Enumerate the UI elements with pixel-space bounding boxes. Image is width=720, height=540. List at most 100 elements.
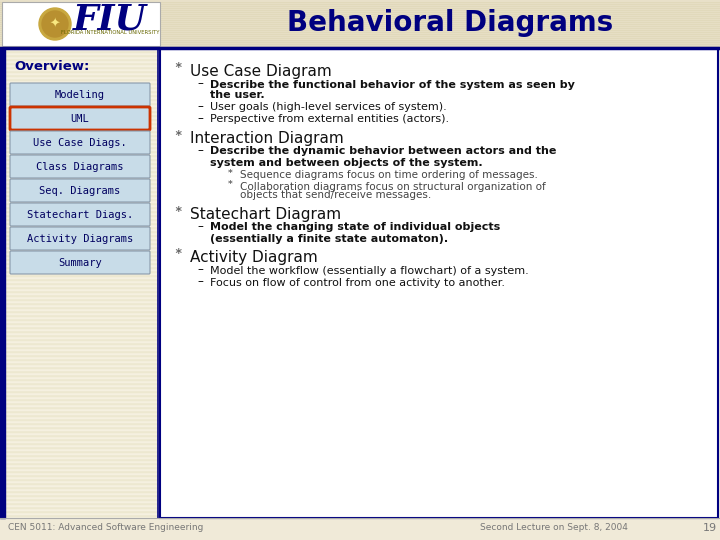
Bar (0, 14, 720, 15)
Text: objects that send/receive messages.: objects that send/receive messages. (240, 191, 431, 200)
Bar (0, 45, 720, 46)
Bar (0, 42, 720, 43)
Bar (0, 24, 720, 25)
Circle shape (42, 11, 68, 37)
Bar (0, 29, 720, 30)
Text: *: * (228, 180, 233, 189)
Bar (0, 39, 720, 40)
Bar (0, 2, 720, 3)
Bar (0, 15, 720, 16)
Text: Overview:: Overview: (14, 60, 89, 73)
FancyBboxPatch shape (10, 107, 150, 130)
Bar (0, 30, 720, 31)
Bar (160, 48, 718, 518)
Text: –: – (197, 112, 203, 125)
Text: FIU: FIU (73, 2, 147, 36)
Bar (0, 44, 720, 45)
Text: Model the changing state of individual objects: Model the changing state of individual o… (210, 222, 500, 233)
Bar (0, 46, 720, 47)
Text: Describe the dynamic behavior between actors and the: Describe the dynamic behavior between ac… (210, 146, 557, 157)
Text: Collaboration diagrams focus on structural organization of: Collaboration diagrams focus on structur… (240, 181, 546, 192)
Text: FLORIDA INTERNATIONAL UNIVERSITY: FLORIDA INTERNATIONAL UNIVERSITY (60, 30, 159, 35)
Text: *: * (174, 247, 181, 260)
FancyBboxPatch shape (10, 203, 150, 226)
Text: Seq. Diagrams: Seq. Diagrams (40, 186, 121, 195)
Text: –: – (197, 263, 203, 276)
Bar (0, 10, 720, 11)
Text: Statechart Diags.: Statechart Diags. (27, 210, 133, 219)
Bar (0, 4, 720, 5)
Bar (0, 41, 720, 42)
Bar (0, 18, 720, 19)
Bar (0, 26, 720, 27)
Text: Perspective from external entities (actors).: Perspective from external entities (acto… (210, 114, 449, 125)
Text: *: * (228, 169, 233, 178)
Bar (0, 3, 720, 4)
Text: CEN 5011: Advanced Software Engineering: CEN 5011: Advanced Software Engineering (8, 523, 203, 532)
Text: Summary: Summary (58, 258, 102, 267)
FancyBboxPatch shape (10, 83, 150, 106)
Text: Sequence diagrams focus on time ordering of messages.: Sequence diagrams focus on time ordering… (240, 171, 538, 180)
Text: Interaction Diagram: Interaction Diagram (190, 131, 343, 146)
FancyBboxPatch shape (10, 251, 150, 274)
Text: Describe the functional behavior of the system as seen by: Describe the functional behavior of the … (210, 79, 575, 90)
Bar (0, 20, 720, 21)
Text: UML: UML (71, 113, 89, 124)
Bar (0, 0, 720, 1)
Bar (0, 37, 720, 38)
Text: the user.: the user. (210, 91, 265, 100)
Circle shape (39, 8, 71, 40)
Bar (0, 47, 720, 48)
Bar (0, 6, 720, 7)
Text: Activity Diagram: Activity Diagram (190, 250, 318, 265)
Bar (0, 12, 720, 13)
Text: system and between objects of the system.: system and between objects of the system… (210, 158, 482, 167)
Text: User goals (high-level services of system).: User goals (high-level services of syste… (210, 103, 446, 112)
Text: Focus on flow of control from one activity to another.: Focus on flow of control from one activi… (210, 278, 505, 287)
Text: –: – (197, 144, 203, 157)
Bar (0, 17, 720, 18)
Text: Behavioral Diagrams: Behavioral Diagrams (287, 9, 613, 37)
FancyBboxPatch shape (10, 131, 150, 154)
Bar (0, 35, 720, 36)
Text: ✦: ✦ (50, 17, 60, 30)
Bar (0, 31, 720, 32)
Text: Model the workflow (essentially a flowchart) of a system.: Model the workflow (essentially a flowch… (210, 266, 528, 275)
Text: Use Case Diags.: Use Case Diags. (33, 138, 127, 147)
Bar (0, 43, 720, 44)
Text: –: – (197, 77, 203, 90)
Text: Use Case Diagram: Use Case Diagram (190, 64, 332, 79)
Bar (0, 7, 720, 8)
Bar (0, 27, 720, 28)
Bar (0, 9, 720, 10)
Text: Statechart Diagram: Statechart Diagram (190, 207, 341, 222)
Bar (0, 21, 720, 22)
Bar (0, 34, 720, 35)
Bar (0, 28, 720, 29)
Text: *: * (174, 205, 181, 218)
Bar (2, 2, 160, 46)
Bar (0, 33, 720, 34)
Bar (0, 38, 720, 39)
Text: Modeling: Modeling (55, 90, 105, 99)
Bar (0, 1, 720, 2)
Bar (0, 16, 720, 17)
Bar (0, 19, 720, 20)
FancyBboxPatch shape (10, 227, 150, 250)
Bar (0, 25, 720, 26)
Bar (0, 22, 720, 23)
Text: Activity Diagrams: Activity Diagrams (27, 233, 133, 244)
Bar (0, 32, 720, 33)
Bar (0, 40, 720, 41)
Bar (0, 23, 720, 24)
Text: *: * (174, 62, 181, 75)
Text: –: – (197, 220, 203, 233)
Text: 19: 19 (703, 523, 717, 533)
Bar (0, 11, 720, 12)
FancyBboxPatch shape (10, 179, 150, 202)
Bar (0, 8, 720, 9)
Text: Second Lecture on Sept. 8, 2004: Second Lecture on Sept. 8, 2004 (480, 523, 628, 532)
Text: Class Diagrams: Class Diagrams (36, 161, 124, 172)
Bar (0, 5, 720, 6)
Text: *: * (174, 129, 181, 141)
